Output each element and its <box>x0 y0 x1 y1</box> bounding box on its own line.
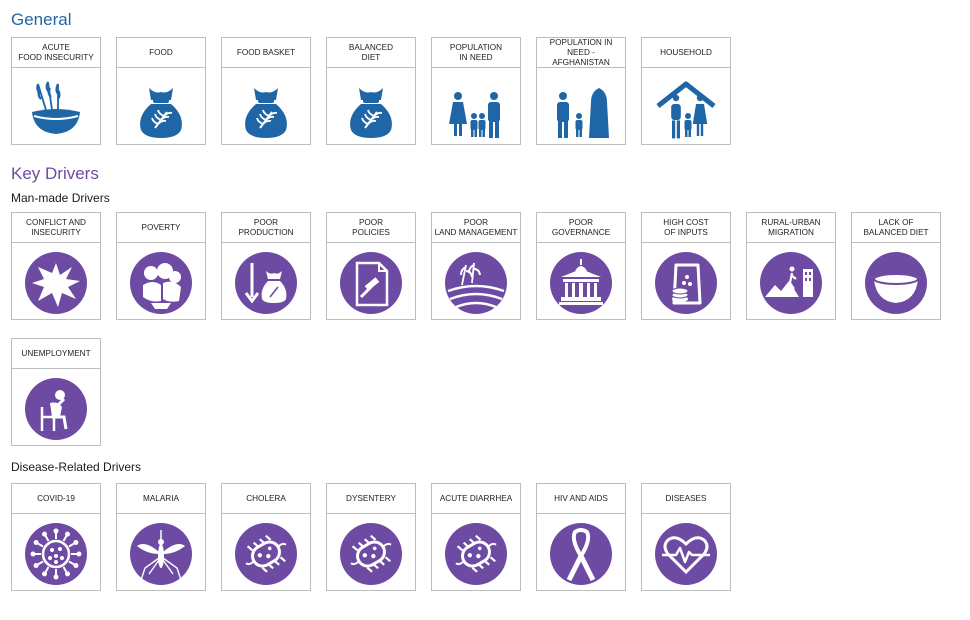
subsection-title-disease: Disease-Related Drivers <box>11 460 142 474</box>
poverty-icon <box>129 251 193 315</box>
man-made-tile-row-2: UNEMPLOYMENT <box>11 338 116 446</box>
man-made-driver-tile: HIGH COST OF INPUTS <box>641 212 731 320</box>
man-made-driver-tile: POOR PRODUCTION <box>221 212 311 320</box>
food-sack-icon <box>129 76 193 140</box>
tile-label: HIGH COST OF INPUTS <box>642 213 730 243</box>
general-tile: ACUTE FOOD INSECURITY <box>11 37 101 145</box>
tile-label: POOR PRODUCTION <box>222 213 310 243</box>
tile-label: COVID-19 <box>12 484 100 514</box>
tile-label: RURAL-URBAN MIGRATION <box>747 213 835 243</box>
tile-label: CHOLERA <box>222 484 310 514</box>
tile-label: POPULATION IN NEED <box>432 38 520 68</box>
man-made-tile-row: CONFLICT AND INSECURITY POVERTY POOR PRODU… <box>11 212 956 320</box>
man-made-driver-tile: POOR LAND MANAGEMENT <box>431 212 521 320</box>
explosion-icon <box>24 251 88 315</box>
tile-label: POOR POLICIES <box>327 213 415 243</box>
grain-bowl-icon <box>24 76 88 140</box>
poor-production-icon <box>234 251 298 315</box>
disease-driver-tile: DISEASES <box>641 483 731 591</box>
migration-icon <box>759 251 823 315</box>
general-tile: HOUSEHOLD <box>641 37 731 145</box>
tile-label: LACK OF BALANCED DIET <box>852 213 940 243</box>
household-icon <box>654 76 718 140</box>
tile-label: POVERTY <box>117 213 205 243</box>
inputs-cost-icon <box>654 251 718 315</box>
awareness-ribbon-icon <box>549 522 613 586</box>
man-made-driver-tile: LACK OF BALANCED DIET <box>851 212 941 320</box>
food-sack-icon <box>339 76 403 140</box>
tile-label: FOOD <box>117 38 205 68</box>
disease-driver-tile: COVID-19 <box>11 483 101 591</box>
disease-driver-tile: HIV AND AIDS <box>536 483 626 591</box>
bacteria-icon <box>444 522 508 586</box>
man-made-driver-tile: UNEMPLOYMENT <box>11 338 101 446</box>
family-icon <box>444 76 508 140</box>
disease-tile-row: COVID-19 MALARIA CHOLERA DYSENTERY ACUTE DIA… <box>11 483 746 591</box>
tile-label: DYSENTERY <box>327 484 415 514</box>
tile-label: POOR LAND MANAGEMENT <box>432 213 520 243</box>
tile-label: POPULATION IN NEED - AFGHANISTAN <box>537 38 625 68</box>
empty-bowl-icon <box>864 251 928 315</box>
section-title-key-drivers: Key Drivers <box>11 164 99 183</box>
food-sack-icon <box>234 76 298 140</box>
general-tile: POPULATION IN NEED <box>431 37 521 145</box>
tile-label: CONFLICT AND INSECURITY <box>12 213 100 243</box>
general-tile: FOOD <box>116 37 206 145</box>
general-tile: BALANCED DIET <box>326 37 416 145</box>
heartbeat-icon <box>654 522 718 586</box>
disease-driver-tile: CHOLERA <box>221 483 311 591</box>
government-building-icon <box>549 251 613 315</box>
general-tile: FOOD BASKET <box>221 37 311 145</box>
policy-document-icon <box>339 251 403 315</box>
subsection-title-man-made: Man-made Drivers <box>11 191 110 205</box>
tile-label: HIV AND AIDS <box>537 484 625 514</box>
man-made-driver-tile: CONFLICT AND INSECURITY <box>11 212 101 320</box>
man-made-driver-tile: RURAL-URBAN MIGRATION <box>746 212 836 320</box>
land-icon <box>444 251 508 315</box>
tile-label: MALARIA <box>117 484 205 514</box>
tile-label: FOOD BASKET <box>222 38 310 68</box>
family-afghanistan-icon <box>549 76 613 140</box>
man-made-driver-tile: POOR POLICIES <box>326 212 416 320</box>
mosquito-icon <box>129 522 193 586</box>
general-tile-row: ACUTE FOOD INSECURITY FOOD FOOD BASKET BALA… <box>11 37 746 145</box>
tile-label: DISEASES <box>642 484 730 514</box>
tile-label: ACUTE FOOD INSECURITY <box>12 38 100 68</box>
general-tile: POPULATION IN NEED - AFGHANISTAN <box>536 37 626 145</box>
man-made-driver-tile: POVERTY <box>116 212 206 320</box>
tile-label: ACUTE DIARRHEA <box>432 484 520 514</box>
bacteria-icon <box>234 522 298 586</box>
tile-label: POOR GOVERNANCE <box>537 213 625 243</box>
section-title-general: General <box>11 10 72 29</box>
bacteria-icon <box>339 522 403 586</box>
man-made-driver-tile: POOR GOVERNANCE <box>536 212 626 320</box>
tile-label: BALANCED DIET <box>327 38 415 68</box>
virus-icon <box>24 522 88 586</box>
unemployed-person-icon <box>24 377 88 441</box>
disease-driver-tile: ACUTE DIARRHEA <box>431 483 521 591</box>
tile-label: HOUSEHOLD <box>642 38 730 68</box>
disease-driver-tile: MALARIA <box>116 483 206 591</box>
tile-label: UNEMPLOYMENT <box>12 339 100 369</box>
disease-driver-tile: DYSENTERY <box>326 483 416 591</box>
